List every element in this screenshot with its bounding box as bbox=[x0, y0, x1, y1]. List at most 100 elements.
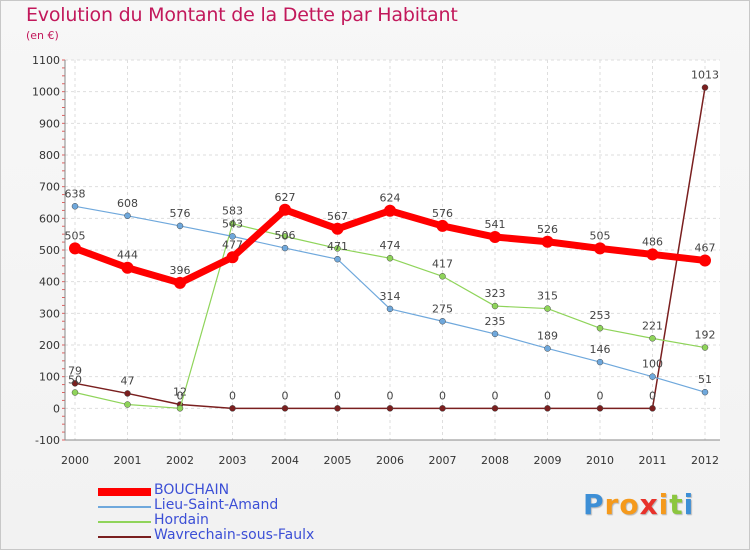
data-label: 576 bbox=[170, 207, 191, 220]
data-label: 47 bbox=[121, 374, 135, 387]
data-label: 543 bbox=[222, 217, 243, 230]
data-label: 323 bbox=[485, 287, 506, 300]
data-label: 0 bbox=[334, 389, 341, 402]
y-tick-label: 100 bbox=[39, 371, 60, 384]
data-point bbox=[491, 302, 499, 310]
x-tick-label: 2001 bbox=[114, 454, 142, 467]
legend-swatch-wavrechain-sous-faulx bbox=[98, 536, 151, 538]
y-tick-label: 1100 bbox=[32, 54, 60, 67]
data-point bbox=[174, 276, 186, 289]
data-point bbox=[229, 233, 236, 240]
x-tick-label: 2004 bbox=[271, 454, 299, 467]
data-label: 506 bbox=[275, 229, 296, 242]
data-point bbox=[279, 203, 291, 216]
data-point bbox=[281, 233, 289, 240]
data-label: 0 bbox=[229, 389, 236, 402]
data-label: 275 bbox=[432, 302, 453, 315]
x-tick-label: 2006 bbox=[376, 454, 404, 467]
data-point bbox=[229, 220, 236, 227]
data-point bbox=[71, 389, 79, 396]
data-point bbox=[176, 222, 184, 230]
data-label: 396 bbox=[170, 264, 191, 277]
data-label: 1013 bbox=[691, 69, 719, 82]
data-label: 79 bbox=[68, 364, 82, 377]
data-point bbox=[331, 222, 344, 235]
data-label: 526 bbox=[537, 223, 558, 236]
data-label: 627 bbox=[275, 191, 296, 204]
y-tick-label: 0 bbox=[53, 402, 60, 415]
logo-letter: i bbox=[683, 488, 695, 521]
legend-label-wavrechain-sous-faulx: Wavrechain-sous-Faulx bbox=[154, 527, 315, 543]
legend-swatch-hordain bbox=[98, 521, 151, 523]
data-label: 505 bbox=[65, 229, 86, 242]
data-point bbox=[646, 248, 659, 261]
data-point bbox=[386, 305, 394, 313]
data-label: 541 bbox=[485, 218, 506, 231]
data-label: 567 bbox=[327, 210, 348, 223]
logo-letter: P bbox=[583, 488, 605, 521]
data-label: 0 bbox=[544, 389, 551, 402]
data-point bbox=[596, 405, 604, 412]
data-label: 576 bbox=[432, 207, 453, 220]
data-point bbox=[439, 405, 446, 412]
data-point bbox=[334, 245, 341, 252]
data-point bbox=[334, 255, 341, 263]
data-point bbox=[489, 231, 501, 244]
data-point bbox=[281, 405, 289, 412]
data-point bbox=[69, 242, 81, 255]
data-label: 235 bbox=[485, 315, 506, 328]
y-tick-label: 300 bbox=[39, 307, 60, 320]
data-point bbox=[71, 203, 79, 210]
data-point bbox=[121, 261, 134, 274]
y-tick-label: 700 bbox=[39, 181, 60, 194]
data-label: 192 bbox=[695, 329, 716, 342]
data-point bbox=[386, 405, 394, 412]
data-label: 51 bbox=[698, 373, 712, 386]
data-point bbox=[281, 244, 289, 252]
x-tick-label: 2003 bbox=[219, 454, 247, 467]
data-label: 315 bbox=[537, 290, 558, 303]
legend-label-hordain: Hordain bbox=[154, 512, 209, 528]
data-point bbox=[491, 330, 499, 338]
data-label: 505 bbox=[590, 229, 611, 242]
logo-letter: o bbox=[619, 488, 640, 521]
legend-label-bouchain: BOUCHAIN bbox=[154, 482, 230, 498]
x-tick-label: 2002 bbox=[166, 454, 194, 467]
data-label: 417 bbox=[432, 257, 453, 270]
data-point bbox=[596, 358, 604, 366]
data-point bbox=[124, 390, 131, 397]
data-point bbox=[439, 273, 446, 280]
data-label: 12 bbox=[173, 386, 187, 399]
data-label: 146 bbox=[590, 343, 611, 356]
y-tick-label: 900 bbox=[39, 117, 60, 130]
data-label: 189 bbox=[537, 329, 558, 342]
data-point bbox=[701, 344, 709, 351]
data-label: 624 bbox=[380, 192, 401, 205]
data-label: 100 bbox=[642, 358, 663, 371]
legend-swatch-lieu-saint-amand bbox=[98, 506, 151, 508]
x-tick-label: 2005 bbox=[324, 454, 352, 467]
data-label: 638 bbox=[65, 187, 86, 200]
x-tick-label: 2010 bbox=[586, 454, 614, 467]
y-tick-label: 800 bbox=[39, 149, 60, 162]
data-point bbox=[649, 335, 656, 342]
proxiti-logo: Proxiti bbox=[583, 488, 694, 521]
data-point bbox=[701, 84, 709, 91]
data-label: 471 bbox=[327, 240, 348, 253]
logo-letter: t bbox=[669, 488, 684, 521]
data-label: 444 bbox=[117, 249, 138, 262]
data-point bbox=[541, 235, 554, 248]
x-tick-label: 2012 bbox=[691, 454, 719, 467]
logo-letter: i bbox=[658, 488, 670, 521]
data-point bbox=[544, 305, 551, 312]
data-label: 0 bbox=[649, 389, 656, 402]
chart-subtitle: (en €) bbox=[26, 29, 59, 42]
data-point bbox=[71, 380, 79, 387]
data-label: 0 bbox=[282, 389, 289, 402]
legend-label-lieu-saint-amand: Lieu-Saint-Amand bbox=[154, 497, 279, 513]
data-point bbox=[596, 324, 604, 332]
data-point bbox=[436, 219, 449, 232]
data-point bbox=[386, 254, 394, 262]
data-point bbox=[384, 204, 396, 217]
